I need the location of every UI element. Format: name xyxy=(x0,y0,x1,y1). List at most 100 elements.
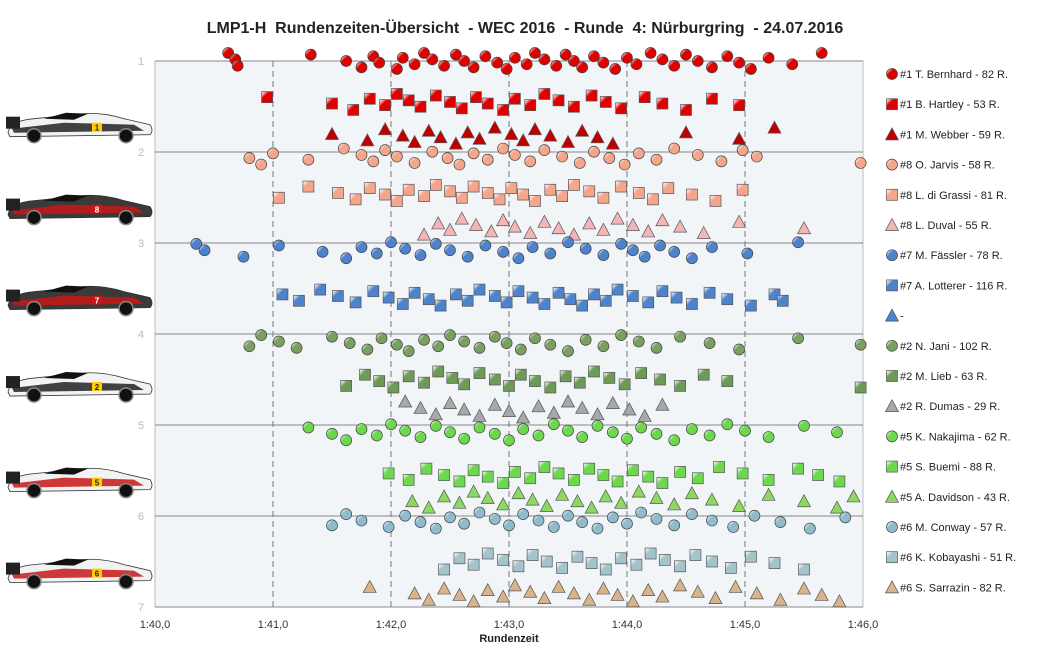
legend-marker xyxy=(886,430,898,443)
data-point xyxy=(686,298,698,310)
y-tick-label: 2 xyxy=(138,147,144,159)
car-stripe xyxy=(12,295,144,306)
x-tick-label: 1:41,0 xyxy=(258,619,289,631)
data-point xyxy=(442,222,458,236)
legend-label: #8 L. di Grassi - 81 R. xyxy=(900,190,1007,202)
data-point xyxy=(597,56,610,69)
data-point xyxy=(468,217,484,231)
data-point xyxy=(487,397,502,411)
data-point xyxy=(632,187,645,199)
legend-label: #6 S. Sarrazin - 82 R. xyxy=(900,582,1006,594)
data-point xyxy=(668,434,681,447)
data-point xyxy=(524,472,537,485)
data-point xyxy=(407,134,422,148)
data-point xyxy=(396,298,409,310)
data-point xyxy=(399,242,412,255)
data-point xyxy=(642,470,655,483)
data-point xyxy=(488,513,501,525)
data-point xyxy=(631,484,646,498)
data-point xyxy=(686,252,698,265)
data-point xyxy=(433,129,448,144)
data-point xyxy=(367,285,380,298)
data-point xyxy=(721,418,734,431)
data-point xyxy=(302,421,315,434)
data-point xyxy=(610,211,625,225)
data-point xyxy=(715,155,728,168)
data-point xyxy=(673,578,688,592)
data-point xyxy=(428,407,443,421)
data-point xyxy=(484,224,499,238)
data-point xyxy=(405,493,420,508)
data-point xyxy=(638,250,651,263)
data-point xyxy=(526,291,539,304)
data-point xyxy=(523,225,538,239)
data-point xyxy=(429,522,442,535)
data-point xyxy=(588,145,600,158)
data-point xyxy=(544,183,557,196)
data-point xyxy=(473,342,486,354)
data-point xyxy=(526,549,539,561)
data-point xyxy=(728,579,743,593)
data-point xyxy=(267,147,279,160)
data-point xyxy=(792,236,804,249)
data-point xyxy=(399,424,412,437)
data-point xyxy=(458,432,471,445)
data-point xyxy=(551,579,566,593)
data-point xyxy=(529,195,541,207)
data-point xyxy=(470,91,482,104)
data-point xyxy=(603,152,616,164)
data-point xyxy=(696,225,711,239)
data-point xyxy=(429,179,442,191)
series-3 xyxy=(243,142,867,171)
legend-marker xyxy=(886,521,898,533)
x-tick-label: 1:43,0 xyxy=(494,619,525,631)
data-point xyxy=(644,547,657,560)
data-point xyxy=(537,590,552,605)
series-10 xyxy=(340,365,867,394)
series-6 xyxy=(190,236,804,265)
data-point xyxy=(706,92,718,105)
data-point xyxy=(690,584,705,598)
data-point xyxy=(509,51,521,64)
data-point xyxy=(647,193,659,206)
data-point xyxy=(615,329,627,341)
series-7 xyxy=(276,283,789,312)
car-wheel xyxy=(26,482,42,499)
legend-item: #2 N. Jani - 102 R. xyxy=(886,339,992,353)
data-point xyxy=(457,402,472,416)
data-point xyxy=(655,589,670,603)
legend-label: #2 N. Jani - 102 R. xyxy=(900,341,992,353)
data-point xyxy=(438,563,450,576)
x-tick-label: 1:46,0 xyxy=(848,619,879,631)
data-point xyxy=(691,472,704,485)
data-point xyxy=(708,590,723,605)
legend-item: #1 B. Hartley - 53 R. xyxy=(886,98,1000,111)
data-point xyxy=(391,63,403,75)
data-point xyxy=(332,290,344,302)
data-point xyxy=(796,581,812,595)
data-point xyxy=(599,563,612,576)
data-point xyxy=(706,514,718,527)
data-point xyxy=(399,509,412,522)
data-point xyxy=(833,475,846,488)
data-point xyxy=(512,285,525,298)
data-point xyxy=(713,461,725,473)
series-4 xyxy=(273,179,749,207)
data-point xyxy=(538,298,551,310)
legend-label: #6 K. Kobayashi - 51 R. xyxy=(900,552,1016,564)
data-point xyxy=(527,121,543,136)
data-point xyxy=(703,429,716,442)
data-point xyxy=(302,180,315,193)
data-point xyxy=(473,367,486,379)
data-point xyxy=(585,557,598,569)
data-point xyxy=(520,58,533,71)
data-point xyxy=(615,238,627,250)
series-0 xyxy=(222,47,828,75)
data-point xyxy=(706,555,718,568)
data-point xyxy=(355,149,368,161)
data-point xyxy=(516,133,531,147)
data-point xyxy=(370,429,383,442)
data-point xyxy=(724,562,737,574)
data-point xyxy=(517,188,530,201)
data-point xyxy=(538,461,551,473)
